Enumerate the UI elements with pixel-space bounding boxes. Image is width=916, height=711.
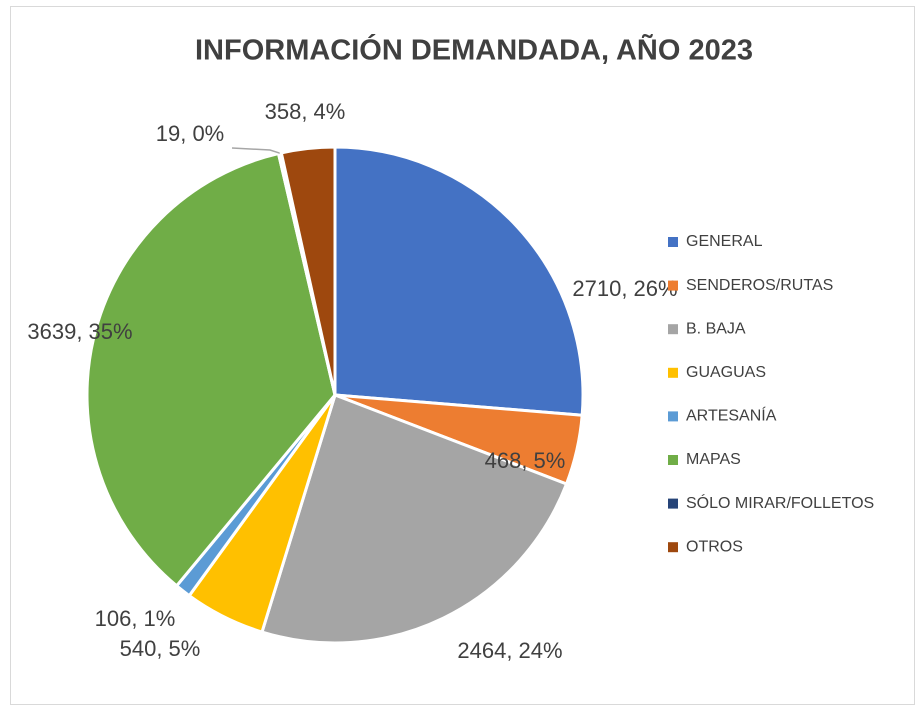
legend-swatch: [668, 324, 678, 335]
data-label: 468, 5%: [485, 448, 566, 473]
legend-label: MAPAS: [686, 451, 741, 468]
legend-label: GENERAL: [686, 233, 763, 250]
data-label: 540, 5%: [120, 636, 201, 661]
data-label: 106, 1%: [95, 606, 176, 631]
leader-line: [231, 147, 281, 154]
legend-swatch: [668, 280, 678, 291]
legend-label: B. BAJA: [686, 320, 746, 337]
legend-swatch: [668, 542, 678, 553]
data-label: 19, 0%: [156, 121, 225, 146]
legend-swatch: [668, 367, 678, 378]
legend-swatch: [668, 498, 678, 509]
chart-title: INFORMACIÓN DEMANDADA, AÑO 2023: [195, 33, 753, 67]
legend-label: ARTESANÍA: [686, 406, 777, 425]
legend-label: SENDEROS/RUTAS: [686, 277, 833, 294]
legend-swatch: [668, 455, 678, 465]
pie-slice: [260, 393, 569, 645]
legend-swatch: [668, 237, 678, 247]
pie-slice: [85, 151, 337, 588]
data-label: 2464, 24%: [457, 638, 562, 663]
legend-label: GUAGUAS: [686, 364, 766, 381]
pie-slice: [279, 145, 337, 396]
data-label: 3639, 35%: [27, 319, 132, 344]
legend-label: SÓLO MIRAR/FOLLETOS: [686, 493, 874, 512]
legend-label: OTROS: [686, 538, 743, 555]
data-label: 2710, 26%: [572, 276, 677, 301]
pie-slice: [333, 145, 585, 417]
legend-swatch: [668, 411, 678, 422]
data-label: 358, 4%: [265, 99, 346, 124]
